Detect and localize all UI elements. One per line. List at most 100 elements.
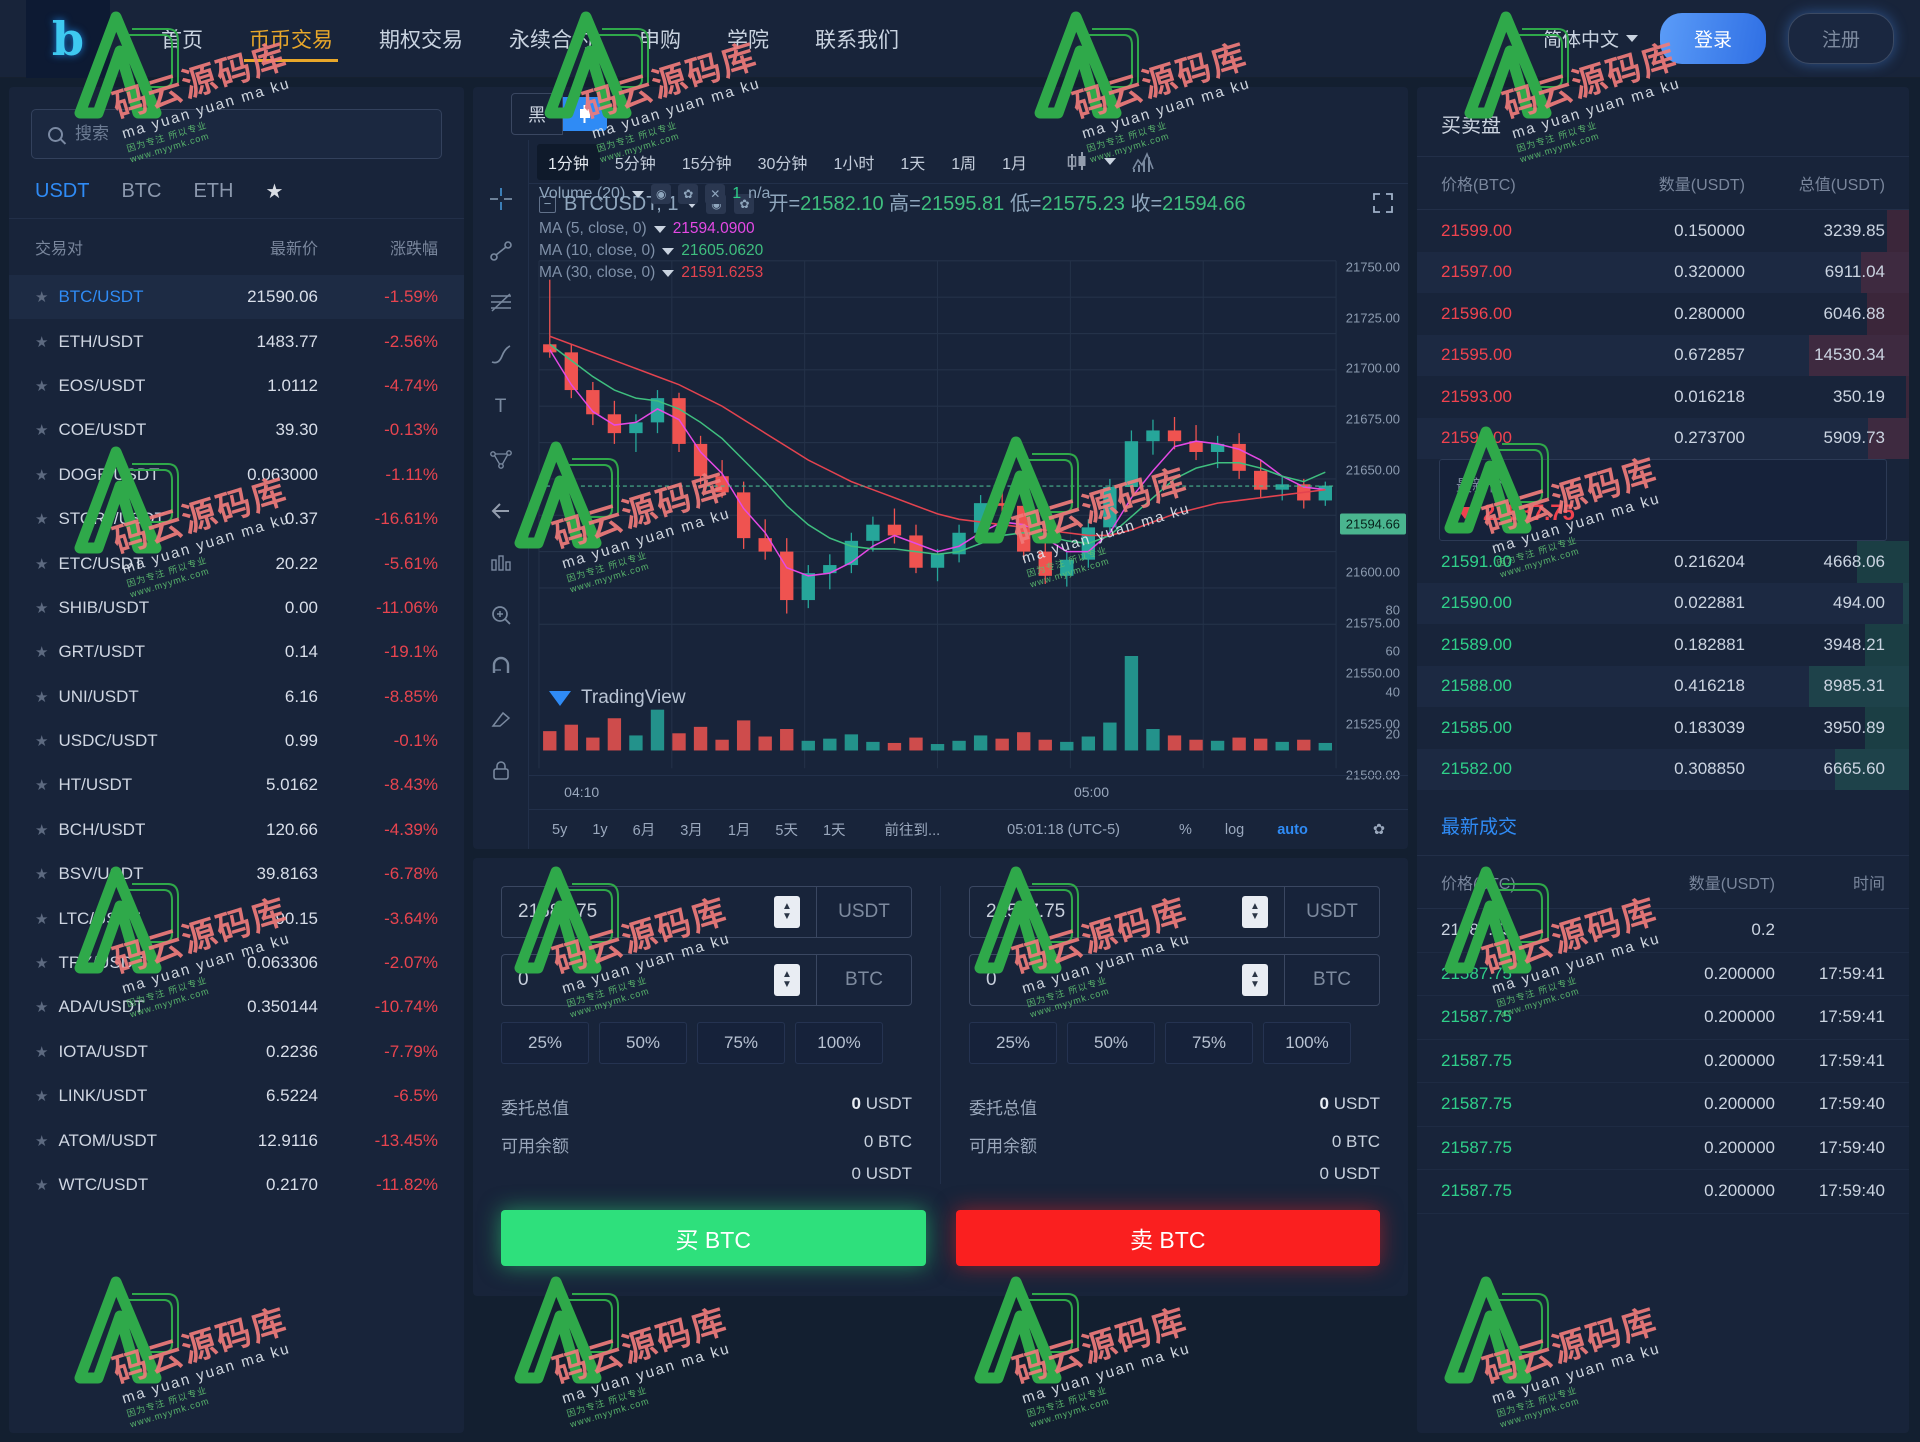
language-selector[interactable]: 简体中文: [1543, 25, 1638, 52]
timeframe-7[interactable]: 1月: [1002, 155, 1028, 173]
buy-amount-field[interactable]: ▲▼: [501, 954, 816, 1006]
eraser-icon[interactable]: [488, 706, 514, 732]
search-box[interactable]: [31, 109, 442, 159]
star-icon[interactable]: ★: [35, 1088, 49, 1106]
symbol-chevron-icon[interactable]: [686, 200, 699, 208]
star-icon[interactable]: ★: [35, 955, 49, 973]
buy-percent-50[interactable]: 50%: [599, 1022, 687, 1064]
zoom-in-icon[interactable]: [488, 602, 514, 628]
pair-row[interactable]: ★ TRX/USDT 0.063306 -2.07%: [9, 941, 464, 985]
nav-item-3[interactable]: 永续合约: [509, 28, 593, 52]
chart-type-chevron-icon[interactable]: [1104, 158, 1117, 165]
text-tool-icon[interactable]: T: [494, 396, 507, 417]
brush-icon[interactable]: [488, 342, 514, 368]
ma-chevron-icon[interactable]: [662, 269, 675, 277]
pair-row[interactable]: ★ IOTA/USDT 0.2236 -7.79%: [9, 1030, 464, 1074]
orderbook-row[interactable]: 21590.00 0.022881 494.00: [1417, 582, 1909, 624]
range-2[interactable]: 6月: [632, 823, 656, 839]
login-button[interactable]: 登录: [1659, 13, 1766, 64]
pair-row[interactable]: ★ UNI/USDT 6.16 -8.85%: [9, 675, 464, 719]
crosshair-icon[interactable]: [488, 186, 514, 212]
volume-chevron-icon[interactable]: [632, 190, 645, 198]
buy-amount-input[interactable]: [518, 969, 774, 991]
pair-list[interactable]: ★ BTC/USDT 21590.06 -1.59% ★ ETH/USDT 1483.77 -…: [9, 275, 464, 1433]
pair-row[interactable]: ★ USDC/USDT 0.99 -0.1%: [9, 719, 464, 763]
favorites-star-icon[interactable]: ★: [265, 181, 284, 203]
pair-row[interactable]: ★ ATOM/USDT 12.9116 -13.45%: [9, 1118, 464, 1162]
pair-row[interactable]: ★ ADA/USDT 0.350144 -10.74%: [9, 985, 464, 1029]
range-1[interactable]: 1y: [592, 821, 608, 838]
price-axis[interactable]: 21750.00 21725.00 21700.00 21675.00 21650.00…: [1336, 184, 1408, 783]
buy-amount-stepper[interactable]: ▲ ▼: [774, 964, 800, 996]
nav-item-6[interactable]: 联系我们: [815, 28, 899, 52]
buy-percent-25[interactable]: 25%: [501, 1022, 589, 1064]
timeframe-5[interactable]: 1天: [900, 155, 926, 173]
indicators-icon[interactable]: [1130, 149, 1156, 175]
buy-price-input[interactable]: [518, 901, 774, 923]
magnet-icon[interactable]: [488, 654, 514, 680]
sell-percent-100[interactable]: 100%: [1263, 1022, 1351, 1064]
pair-row[interactable]: ★ EOS/USDT 1.0112 -4.74%: [9, 364, 464, 408]
star-icon[interactable]: ★: [35, 910, 49, 928]
back-arrow-icon[interactable]: [488, 498, 514, 524]
range-0[interactable]: 5y: [552, 821, 568, 838]
candlestick-mode-icon[interactable]: [563, 96, 607, 131]
trendline-icon[interactable]: [488, 238, 514, 264]
chart-settings-gear-icon[interactable]: ✿: [1372, 821, 1385, 838]
lock-icon[interactable]: [488, 758, 514, 784]
star-icon[interactable]: ★: [35, 733, 49, 751]
pattern-icon[interactable]: [488, 446, 514, 472]
nav-item-5[interactable]: 学院: [727, 28, 769, 52]
range-4[interactable]: 1月: [727, 823, 751, 839]
star-icon[interactable]: ★: [35, 555, 49, 573]
pair-row[interactable]: ★ WTC/USDT 0.2170 -11.82%: [9, 1163, 464, 1207]
settings-gear-icon[interactable]: ✿: [734, 194, 755, 215]
chart-plot-area[interactable]: − BTCUSDT, 1 ◉ ✿ 开=21582.10 高=21595.81 低…: [529, 184, 1408, 783]
pair-row[interactable]: ★ BCH/USDT 120.66 -4.39%: [9, 808, 464, 852]
goto-date-button[interactable]: 前往到...: [884, 823, 941, 839]
sell-amount-field[interactable]: ▲▼: [969, 954, 1284, 1006]
pair-row[interactable]: ★ LTC/USDT 90.15 -3.64%: [9, 896, 464, 940]
sell-percent-25[interactable]: 25%: [969, 1022, 1057, 1064]
star-icon[interactable]: ★: [35, 821, 49, 839]
sell-price-field[interactable]: ▲▼: [969, 886, 1284, 938]
sell-amount-stepper[interactable]: ▲ ▼: [1242, 964, 1268, 996]
star-icon[interactable]: ★: [35, 1132, 49, 1150]
pair-row[interactable]: ★ ETC/USDT 20.22 -5.61%: [9, 541, 464, 585]
sell-percent-75[interactable]: 75%: [1165, 1022, 1253, 1064]
auto-toggle[interactable]: auto: [1277, 821, 1308, 838]
star-icon[interactable]: ★: [35, 511, 49, 529]
orderbook-row[interactable]: 21592.00 0.273700 5909.73: [1417, 417, 1909, 459]
orderbook-row[interactable]: 21595.00 0.672857 14530.34: [1417, 334, 1909, 376]
pair-row[interactable]: ★ ETH/USDT 1483.77 -2.56%: [9, 319, 464, 363]
percent-toggle[interactable]: %: [1178, 821, 1192, 838]
currency-tab-usdt[interactable]: USDT: [35, 180, 90, 202]
timeframe-0[interactable]: 1分钟: [537, 143, 600, 180]
timeframe-2[interactable]: 15分钟: [681, 155, 732, 173]
volume-settings-icon[interactable]: ✿: [678, 184, 699, 204]
orderbook-row[interactable]: 21588.00 0.416218 8985.31: [1417, 665, 1909, 707]
pair-row[interactable]: ★ LINK/USDT 6.5224 -6.5%: [9, 1074, 464, 1118]
orderbook-row[interactable]: 21589.00 0.182881 3948.21: [1417, 624, 1909, 666]
currency-tab-btc[interactable]: BTC: [121, 180, 162, 202]
tradingview-logo[interactable]: TradingView: [547, 685, 686, 711]
fullscreen-icon[interactable]: [1372, 192, 1394, 220]
measure-icon[interactable]: [488, 550, 514, 576]
bid-rows[interactable]: 21591.00 0.216204 4668.06 21590.00 0.022881 4…: [1417, 541, 1909, 790]
orderbook-row[interactable]: 21596.00 0.280000 6046.88: [1417, 293, 1909, 335]
currency-tab-eth[interactable]: ETH: [193, 180, 234, 202]
pair-row[interactable]: ★ BSV/USDT 39.8163 -6.78%: [9, 852, 464, 896]
range-5[interactable]: 5天: [775, 823, 798, 839]
search-input[interactable]: [75, 124, 425, 144]
pair-row[interactable]: ★ HT/USDT 5.0162 -8.43%: [9, 763, 464, 807]
star-icon[interactable]: ★: [35, 599, 49, 617]
site-logo[interactable]: b: [26, 0, 110, 78]
pair-row[interactable]: ★ STORJ/USDT 0.37 -16.61%: [9, 497, 464, 541]
sell-price-stepper[interactable]: ▲ ▼: [1242, 896, 1268, 928]
clock-label[interactable]: 05:01:18 (UTC-5): [1007, 821, 1120, 838]
time-axis[interactable]: 04:10 05:00: [529, 775, 1408, 809]
pair-row[interactable]: ★ SHIB/USDT 0.00 -11.06%: [9, 586, 464, 630]
star-icon[interactable]: ★: [35, 466, 49, 484]
sell-percent-50[interactable]: 50%: [1067, 1022, 1155, 1064]
nav-item-0[interactable]: 首页: [161, 28, 203, 52]
